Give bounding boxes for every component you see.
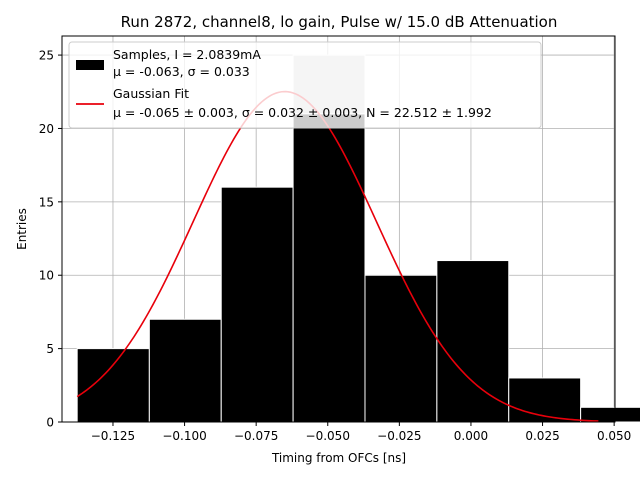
chart-title: Run 2872, channel8, lo gain, Pulse w/ 15… bbox=[121, 13, 558, 31]
legend-fit-stats: μ = -0.065 ± 0.003, σ = 0.032 ± 0.003, N… bbox=[113, 105, 492, 120]
y-axis-label: Entries bbox=[15, 208, 29, 250]
legend-samples-name: Samples, I = 2.0839mA bbox=[113, 47, 261, 62]
gaussian-fit-line bbox=[76, 90, 599, 422]
histogram-bar bbox=[76, 348, 150, 423]
x-tick-label: −0.100 bbox=[162, 429, 206, 443]
histogram-bar bbox=[580, 406, 640, 423]
y-axis-ticks: 0 5 10 15 20 25 bbox=[39, 49, 62, 430]
histogram-bar bbox=[508, 377, 582, 423]
legend-samples-stats: μ = -0.063, σ = 0.033 bbox=[113, 64, 250, 79]
histogram-bar bbox=[364, 274, 438, 423]
x-tick-label: −0.025 bbox=[377, 429, 421, 443]
histogram-bar bbox=[436, 260, 510, 423]
x-axis-ticks: −0.125 −0.100 −0.075 −0.050 −0.025 0.000 0.025… bbox=[91, 422, 631, 443]
x-tick-label: −0.075 bbox=[234, 429, 278, 443]
x-tick-label: 0.025 bbox=[525, 429, 559, 443]
y-tick-label: 20 bbox=[39, 122, 54, 136]
y-tick-label: 0 bbox=[46, 416, 54, 430]
y-tick-label: 10 bbox=[39, 269, 54, 283]
y-tick-label: 25 bbox=[39, 49, 54, 63]
y-tick-label: 15 bbox=[39, 195, 54, 209]
x-tick-label: −0.125 bbox=[91, 429, 135, 443]
y-tick-label: 5 bbox=[46, 342, 54, 356]
x-tick-label: 0.050 bbox=[597, 429, 631, 443]
plot-frame bbox=[61, 35, 616, 423]
histogram-bar bbox=[292, 113, 366, 423]
x-axis-label: Timing from OFCs [ns] bbox=[271, 451, 406, 465]
x-tick-label: −0.050 bbox=[306, 429, 350, 443]
legend: Samples, I = 2.0839mA μ = -0.063, σ = 0.… bbox=[68, 41, 542, 129]
histogram-bars bbox=[76, 113, 640, 423]
histogram-bar bbox=[220, 186, 294, 423]
legend-swatch-samples bbox=[76, 60, 104, 70]
histogram-bar bbox=[148, 318, 222, 423]
x-tick-label: 0.000 bbox=[454, 429, 488, 443]
legend-box bbox=[68, 41, 542, 129]
legend-fit-name: Gaussian Fit bbox=[113, 86, 189, 101]
